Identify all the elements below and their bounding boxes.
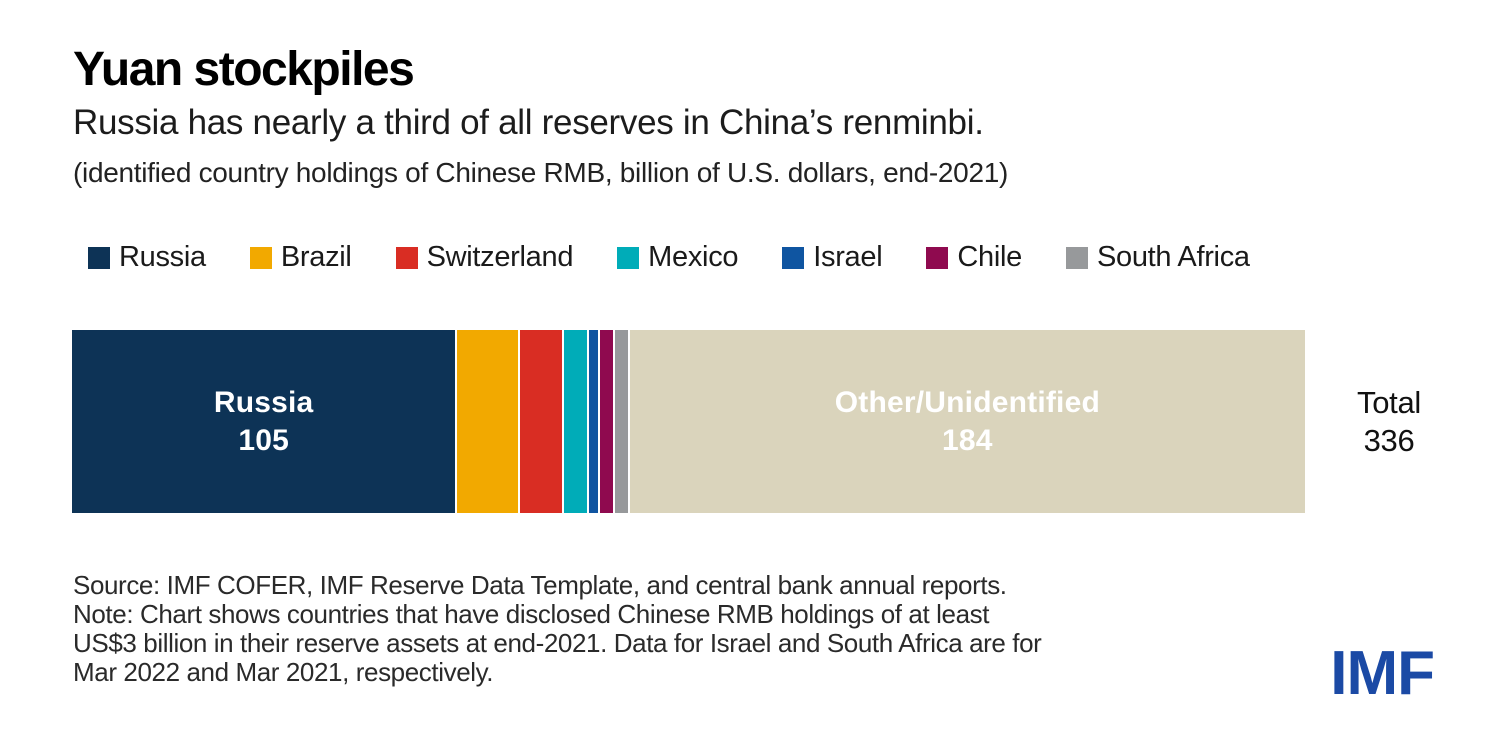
chart-header: Yuan stockpiles Russia has nearly a thir… (0, 0, 1500, 191)
total-label-block: Total 336 (1341, 384, 1437, 460)
stacked-bar: Russia 105 Other/Unidentified 184 (72, 330, 1305, 513)
segment-name-label: Russia (213, 385, 314, 419)
source-note-line: US$3 billion in their reserve assets at … (73, 628, 1042, 658)
chart-subtitle: Russia has nearly a third of all reserve… (73, 103, 984, 142)
legend-item: Switzerland (395, 241, 574, 274)
bar-segment-brazil (457, 330, 520, 513)
legend-swatch-icon (926, 246, 949, 269)
legend-label: Chile (957, 241, 1022, 273)
segment-value-label: 105 (238, 423, 289, 457)
legend: Russia Brazil Switzerland Mexico Israel (88, 241, 1500, 274)
bar-segment-other-unidentified: Other/Unidentified 184 (629, 330, 1305, 513)
chart-unit-note: (identified country holdings of Chinese … (73, 157, 1009, 188)
bar-segment-switzerland (519, 330, 564, 513)
total-label: Total (1357, 384, 1421, 420)
bar-segment-russia: Russia 105 (72, 330, 458, 513)
legend-swatch-icon (88, 246, 110, 269)
legend-item: Israel (782, 241, 883, 274)
source-note-line: Note: Chart shows countries that have di… (73, 599, 990, 629)
legend-swatch-icon (617, 246, 640, 269)
bar-segment-mexico (563, 330, 590, 513)
legend-label: Switzerland (426, 241, 574, 273)
bar-segment-israel (589, 330, 601, 513)
source-note-line: Mar 2022 and Mar 2021, respectively. (73, 657, 494, 687)
legend-label: Russia (119, 241, 206, 273)
legend-label: Mexico (648, 241, 739, 273)
legend-item: Chile (926, 241, 1022, 274)
source-note: Source: IMF COFER, IMF Reserve Data Temp… (73, 571, 1500, 687)
legend-swatch-icon (249, 246, 272, 269)
legend-swatch-icon (782, 246, 805, 269)
bar-segment-south-africa (615, 330, 630, 513)
legend-label: Brazil (280, 241, 352, 273)
legend-item: Russia (88, 241, 206, 274)
legend-swatch-icon (395, 246, 418, 269)
chart-title: Yuan stockpiles (73, 43, 415, 96)
legend-swatch-icon (1065, 246, 1088, 269)
legend-label: South Africa (1096, 241, 1250, 273)
legend-item: Brazil (249, 241, 352, 274)
chart-row: Russia 105 Other/Unidentified 184 Total 336 (72, 330, 1500, 513)
segment-name-label: Other/Unidentified (834, 385, 1100, 419)
legend-item: Mexico (617, 241, 739, 274)
segment-value-label: 184 (942, 423, 993, 457)
bar-segment-chile (600, 330, 616, 513)
legend-item: South Africa (1065, 241, 1250, 274)
source-note-line: Source: IMF COFER, IMF Reserve Data Temp… (73, 570, 1007, 600)
total-value: 336 (1363, 422, 1415, 458)
legend-label: Israel (813, 241, 883, 273)
imf-logo: IMF (1330, 639, 1435, 708)
